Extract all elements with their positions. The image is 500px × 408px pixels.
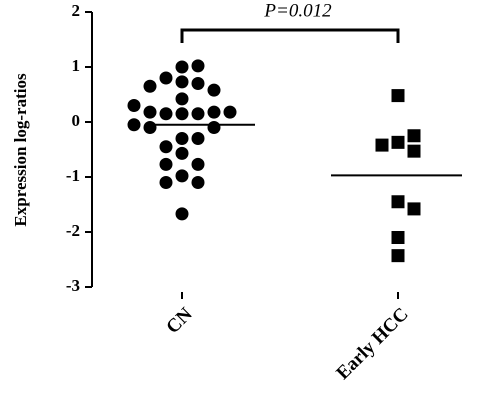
- data-point: [175, 132, 189, 145]
- data-point: [127, 118, 141, 132]
- data-point: [223, 105, 237, 119]
- data-point: [391, 195, 405, 209]
- significance-bracket: [180, 28, 400, 43]
- data-point: [127, 99, 141, 112]
- data-point: [143, 121, 157, 134]
- data-point: [143, 105, 157, 119]
- data-point: [175, 75, 189, 89]
- data-point: [207, 83, 221, 97]
- y-tick-label: 1: [72, 56, 81, 75]
- data-point: [159, 140, 173, 154]
- y-tick-label: -1: [66, 166, 80, 185]
- data-point: [407, 144, 421, 158]
- y-axis-label: Expression log-ratios: [11, 73, 30, 227]
- data-point: [159, 176, 173, 189]
- data-point: [175, 92, 189, 106]
- data-point: [391, 231, 405, 244]
- y-tick-label: 2: [72, 1, 81, 20]
- data-point: [191, 132, 205, 145]
- data-point: [191, 107, 205, 121]
- data-point: [191, 59, 205, 73]
- data-point: [143, 79, 157, 93]
- data-point: [191, 176, 205, 189]
- data-point: [159, 71, 173, 85]
- x-tick-label: Early HCC: [332, 304, 412, 384]
- data-point: [159, 107, 173, 121]
- data-point: [191, 77, 205, 90]
- y-tick-label: -2: [66, 221, 80, 240]
- data-point: [391, 135, 405, 149]
- y-tick-label: -3: [66, 276, 80, 295]
- p-value: P=0.012: [263, 0, 332, 21]
- data-point: [175, 207, 189, 221]
- data-point: [175, 107, 189, 121]
- data-point: [175, 169, 189, 183]
- y-tick-label: 0: [72, 111, 81, 130]
- data-point: [175, 60, 189, 74]
- data-point: [191, 157, 205, 171]
- data-point: [159, 157, 173, 171]
- x-tick-label: CN: [162, 304, 196, 338]
- data-point: [407, 129, 421, 143]
- data-point: [407, 202, 421, 216]
- data-point: [175, 146, 189, 160]
- data-point: [375, 138, 389, 152]
- data-point: [207, 105, 221, 119]
- data-point: [207, 121, 221, 134]
- data-point: [391, 89, 405, 103]
- data-point: [391, 249, 405, 263]
